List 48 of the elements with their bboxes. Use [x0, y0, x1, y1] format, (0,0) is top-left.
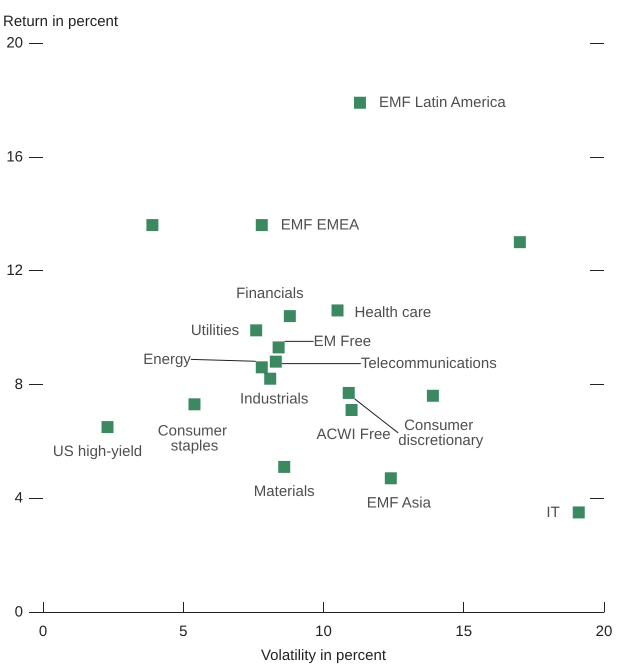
point	[102, 421, 114, 434]
x-tick-label: 15	[455, 623, 472, 640]
y-tick-label: 8	[14, 376, 23, 393]
series-label: EMF Latin America	[378, 94, 506, 112]
series-label: Utilities	[190, 322, 240, 339]
point	[272, 341, 285, 354]
series-label: EMF Asia	[366, 494, 432, 512]
point	[426, 390, 439, 402]
series-label: Materials	[254, 482, 315, 500]
point	[332, 304, 344, 316]
y-tick-label: 16	[6, 148, 23, 166]
series-label: Financials	[236, 285, 304, 302]
point	[256, 219, 268, 232]
text: Consumer discretionary	[398, 416, 484, 449]
series-label: Industrials	[240, 390, 308, 408]
x-axis-title: Volatility in percent	[260, 647, 387, 664]
point	[342, 386, 355, 399]
y-tick-label: 0	[14, 604, 23, 620]
point	[256, 361, 268, 374]
point	[250, 324, 262, 336]
y-tick-label: 12	[6, 262, 23, 280]
text: Telecommunications	[360, 355, 497, 372]
x-tick-label: 20	[596, 623, 612, 640]
point	[188, 398, 200, 410]
y-axis-title: Return in percent	[3, 13, 119, 30]
x-tick-label: 5	[179, 623, 188, 640]
point	[572, 506, 585, 518]
series-label: Health care	[354, 304, 432, 321]
point	[278, 460, 290, 473]
series-label: EMF EMEA	[280, 216, 360, 234]
x-tick-label: 0	[38, 623, 48, 640]
point	[284, 310, 296, 322]
point	[270, 356, 282, 368]
x-tick-label: 10	[315, 623, 332, 640]
point	[146, 219, 158, 232]
point	[384, 472, 397, 484]
series-label: ACWI Free	[316, 426, 391, 444]
series-label: US high-yield	[52, 443, 142, 460]
series-label: Consumer staples	[158, 422, 232, 454]
point	[354, 96, 366, 109]
series-label: IT	[546, 504, 560, 521]
point	[346, 404, 358, 416]
point	[264, 372, 276, 385]
point	[514, 236, 526, 248]
y-tick-label: 20	[6, 34, 23, 52]
y-tick-label: 4	[14, 490, 23, 507]
text: Energy	[143, 350, 192, 368]
series-label: EM Free	[314, 332, 372, 350]
